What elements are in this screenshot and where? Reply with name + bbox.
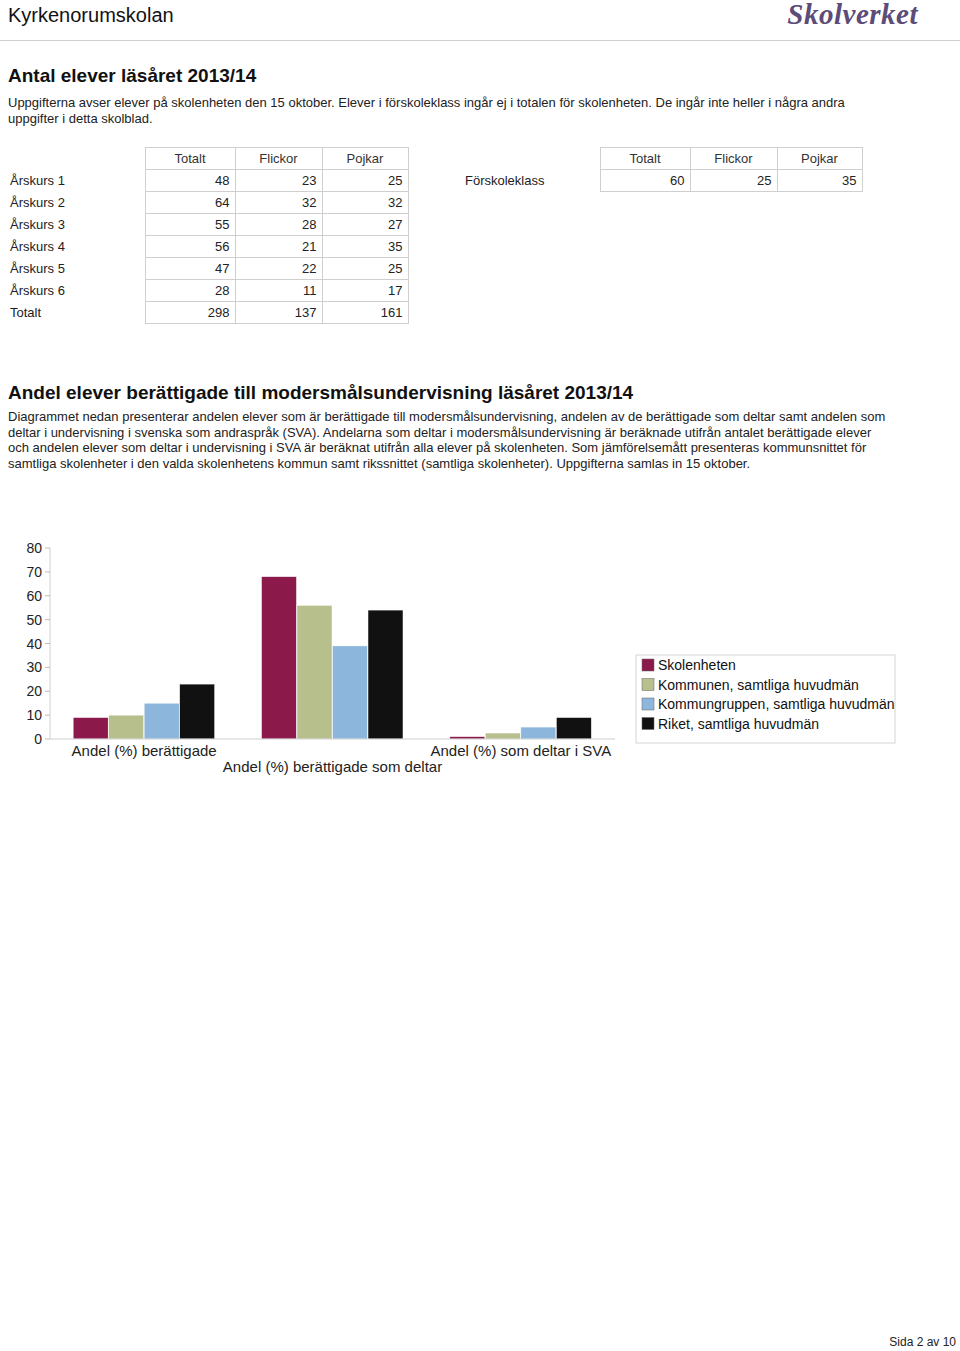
column-header: Pojkar <box>777 148 862 170</box>
row-label: Årskurs 6 <box>8 280 145 302</box>
bars <box>73 577 591 739</box>
table-cell: 32 <box>235 192 322 214</box>
bar <box>180 684 215 739</box>
table-cell: 23 <box>235 170 322 192</box>
tick-mark <box>45 571 50 572</box>
tick-label: 80 <box>26 540 42 556</box>
bar <box>333 646 368 739</box>
legend-label: Kommungruppen, samtliga huvudmän <box>658 696 895 712</box>
divider <box>0 40 960 41</box>
legend-label: Skolenheten <box>658 657 736 673</box>
row-label: Årskurs 1 <box>8 170 145 192</box>
bar <box>73 718 108 739</box>
row-label: Förskoleklass <box>463 170 600 192</box>
empty-cell <box>463 148 600 170</box>
row-label: Totalt <box>8 302 145 324</box>
table-cell: 60 <box>600 170 690 192</box>
table-cell: 25 <box>322 258 408 280</box>
bar <box>521 727 556 739</box>
bar <box>144 703 179 739</box>
tick-mark <box>45 619 50 620</box>
category-label: Andel (%) som deltar i SVA <box>431 742 612 759</box>
tick-label: 40 <box>26 636 42 652</box>
section-title: Andel elever berättigade till modersmåls… <box>8 382 633 404</box>
logo: Skolverket <box>787 0 918 31</box>
row-label: Årskurs 3 <box>8 214 145 236</box>
tick-mark <box>45 643 50 644</box>
chart-root: 0 10 20 30 40 50 60 70 80 Andel (%) berättigade An… <box>26 540 895 775</box>
tick-mark <box>45 739 50 740</box>
tick-mark <box>45 595 50 596</box>
table-cell: 55 <box>145 214 235 236</box>
tick-mark <box>45 548 50 549</box>
legend-swatch <box>642 679 654 691</box>
column-header: Flickor <box>690 148 777 170</box>
paragraph: Uppgifterna avser elever på skolenheten … <box>8 95 868 126</box>
legend-box <box>636 655 895 743</box>
tick-label: 50 <box>26 612 42 628</box>
chart: 0 10 20 30 40 50 60 70 80 Andel (%) berättigade An… <box>0 530 960 800</box>
page: {"header": {"school": "Kyrkenorumskolan"… <box>0 0 960 1351</box>
legend-label: Riket, samtliga huvudmän <box>658 716 819 732</box>
table-cell: 25 <box>322 170 408 192</box>
tick-label: 60 <box>26 588 42 604</box>
table-cell: 17 <box>322 280 408 302</box>
table-cell: 56 <box>145 236 235 258</box>
legend-swatch <box>642 659 654 671</box>
table-cell: 64 <box>145 192 235 214</box>
table-cell: 35 <box>322 236 408 258</box>
page-number: Sida 2 av 10 <box>889 1335 956 1349</box>
tick-label: 10 <box>26 707 42 723</box>
table-cell: 21 <box>235 236 322 258</box>
tick-mark <box>45 667 50 668</box>
table-cell: 137 <box>235 302 322 324</box>
bar <box>556 718 591 739</box>
row-label: Årskurs 2 <box>8 192 145 214</box>
category-label: Andel (%) berättigade som deltar <box>223 758 442 775</box>
column-header: Flickor <box>235 148 322 170</box>
table: TotaltFlickorPojkarÅrskurs 1482325Årskur… <box>8 147 409 324</box>
bar <box>109 715 144 739</box>
tick-label: 30 <box>26 659 42 675</box>
table: TotaltFlickorPojkar Förskoleklass602535 <box>463 147 863 192</box>
table-cell: 47 <box>145 258 235 280</box>
column-header: Totalt <box>600 148 690 170</box>
table-cell: 28 <box>145 280 235 302</box>
bar <box>368 610 403 739</box>
column-header: Totalt <box>145 148 235 170</box>
section-title: Antal elever läsåret 2013/14 <box>8 65 256 87</box>
empty-cell <box>8 148 145 170</box>
bar <box>485 733 520 739</box>
school-name: Kyrkenorumskolan <box>8 4 174 27</box>
table-cell: 25 <box>690 170 777 192</box>
row-label: Årskurs 4 <box>8 236 145 258</box>
row-label: Årskurs 5 <box>8 258 145 280</box>
table-cell: 27 <box>322 214 408 236</box>
table-cell: 22 <box>235 258 322 280</box>
table-cell: 11 <box>235 280 322 302</box>
bar <box>297 605 332 739</box>
tick-label: 70 <box>26 564 42 580</box>
table-cell: 28 <box>235 214 322 236</box>
table-cell: 48 <box>145 170 235 192</box>
table-cell: 35 <box>777 170 862 192</box>
category-label: Andel (%) berättigade <box>72 742 217 759</box>
tick-mark <box>45 715 50 716</box>
bar <box>262 577 297 739</box>
legend: Skolenheten Kommunen, samtliga huvudmän Ko… <box>636 655 895 743</box>
table-cell: 32 <box>322 192 408 214</box>
tick-mark <box>45 691 50 692</box>
paragraph: Diagrammet nedan presenterar andelen ele… <box>8 409 893 471</box>
legend-label: Kommunen, samtliga huvudmän <box>658 677 859 693</box>
tick-label: 20 <box>26 683 42 699</box>
x-axis <box>50 739 615 740</box>
table-cell: 298 <box>145 302 235 324</box>
legend-swatch <box>642 718 654 730</box>
table-cell: 161 <box>322 302 408 324</box>
tick-label: 0 <box>34 731 42 747</box>
column-header: Pojkar <box>322 148 408 170</box>
legend-swatch <box>642 698 654 710</box>
